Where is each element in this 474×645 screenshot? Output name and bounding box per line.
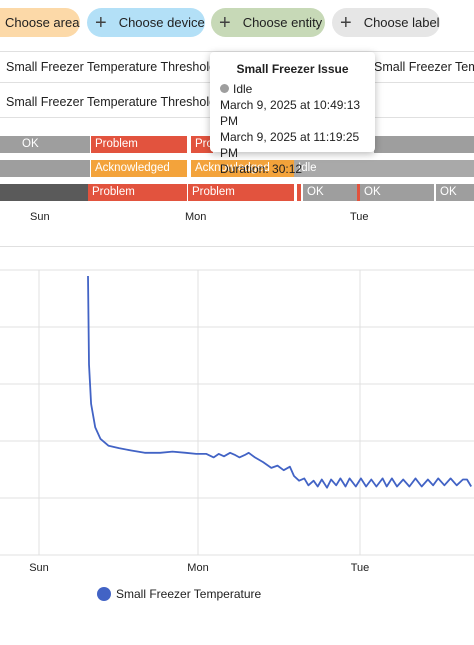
axis-tick-label: Sun (30, 211, 50, 223)
timeline-segment[interactable]: OK (303, 184, 357, 201)
plus-icon: + (340, 11, 352, 34)
tooltip-title: Small Freezer Issue (236, 62, 349, 76)
timeline-segment[interactable]: Idle (294, 160, 474, 177)
chart-legend[interactable]: Small Freezer Temperature (97, 587, 261, 601)
axis-tick-label: Mon (185, 211, 207, 223)
tooltip-start: March 9, 2025 at 10:49:13 PM (220, 98, 361, 128)
chart-x-ticks: Sun Mon Tue (29, 562, 369, 574)
choose-device-label: Choose device (118, 15, 205, 30)
timeline-tooltip: Small Freezer Issue Idle March 9, 2025 a… (210, 52, 375, 176)
timeline-segment[interactable]: OK (0, 136, 90, 153)
tooltip-state: Idle (220, 81, 365, 97)
timeline-segment[interactable]: Acknowledged (191, 160, 294, 177)
segment-label: Problem (92, 186, 135, 198)
timeline-segment[interactable] (0, 184, 88, 201)
tooltip-state-text: Idle (233, 82, 253, 96)
choose-label-label: Choose label (363, 15, 440, 30)
axis-tick-label: Tue (350, 211, 369, 223)
segment-label: OK (364, 186, 381, 198)
choose-entity-chip[interactable]: + Choose entity (211, 8, 325, 37)
timeline-segment[interactable]: Problem (88, 184, 187, 201)
choose-device-chip[interactable]: + Choose device (87, 8, 205, 37)
tooltip-end: March 9, 2025 at 11:19:25 PM (220, 130, 360, 160)
plus-icon: + (95, 11, 107, 34)
entity-row-label: Small Freezer Tempe (374, 60, 474, 74)
plus-icon: + (219, 11, 231, 34)
segment-label: OK (22, 138, 39, 150)
segment-label: Problem (95, 138, 138, 150)
segment-label: Pro (195, 138, 213, 150)
timeline-segment[interactable]: Problem (91, 136, 187, 153)
series-line-small-freezer-temperature (87, 275, 472, 489)
segment-label: OK (440, 186, 457, 198)
segment-label: Idle (298, 162, 317, 174)
segment-label: Problem (192, 186, 235, 198)
legend-label: Small Freezer Temperature (116, 587, 262, 601)
filter-bar: Choose area + Choose device + Choose ent… (0, 0, 474, 44)
timeline-segment[interactable]: Pro (191, 136, 213, 153)
segment-label: OK (307, 186, 324, 198)
choose-area-label: Choose area (5, 15, 80, 30)
timeline-segment[interactable]: OK (360, 184, 434, 201)
choose-label-chip[interactable]: + Choose label (332, 8, 440, 37)
choose-area-chip[interactable]: Choose area (0, 8, 80, 37)
timeline-segment[interactable] (297, 184, 301, 201)
divider (0, 51, 474, 52)
tooltip-duration: Duration: 30:12 (220, 162, 303, 176)
timeline-segment[interactable] (357, 184, 360, 201)
segment-label: Acknowledged (95, 162, 170, 174)
timeline-segment[interactable]: Problem (188, 184, 294, 201)
x-tick-label: Mon (187, 562, 208, 574)
entity-row-label: Small Freezer Temperature Threshold Re (6, 60, 236, 74)
x-tick-label: Tue (351, 562, 370, 574)
entity-row-label: Small Freezer Temperature Threshold Re (6, 95, 236, 109)
state-dot-icon (220, 84, 229, 93)
timeline-segment[interactable]: Acknowledged (91, 160, 187, 177)
x-tick-label: Sun (29, 562, 49, 574)
temperature-chart: Sun Mon Tue (0, 269, 474, 574)
choose-entity-label: Choose entity (242, 15, 323, 30)
timeline-segment[interactable] (0, 160, 90, 177)
chart-grid (0, 269, 474, 556)
segment-label: Acknowledged (195, 162, 270, 174)
timeline-segment[interactable] (374, 136, 474, 153)
timeline-segment[interactable]: OK (436, 184, 474, 201)
legend-swatch (97, 587, 111, 601)
divider (0, 246, 474, 247)
